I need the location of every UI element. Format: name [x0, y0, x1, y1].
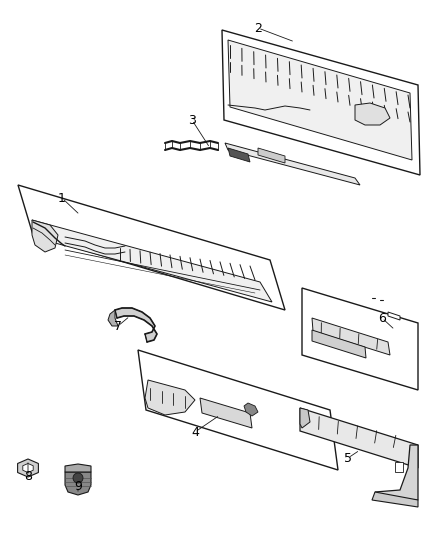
Text: 7: 7 [114, 319, 122, 333]
Polygon shape [23, 464, 33, 472]
Polygon shape [108, 310, 118, 326]
Circle shape [73, 473, 83, 483]
Text: 9: 9 [74, 481, 82, 494]
Polygon shape [375, 445, 418, 500]
Polygon shape [228, 148, 250, 162]
Polygon shape [312, 318, 390, 355]
Text: 4: 4 [191, 425, 199, 439]
Polygon shape [228, 40, 412, 160]
Polygon shape [312, 330, 366, 358]
Polygon shape [258, 148, 285, 163]
Polygon shape [18, 459, 39, 477]
Polygon shape [18, 185, 285, 310]
Polygon shape [115, 308, 157, 342]
Text: 3: 3 [188, 114, 196, 126]
Polygon shape [65, 472, 91, 495]
Polygon shape [138, 350, 338, 470]
Polygon shape [372, 492, 418, 507]
Text: 1: 1 [58, 191, 66, 205]
Text: 5: 5 [344, 451, 352, 464]
Polygon shape [302, 288, 418, 390]
Polygon shape [225, 143, 360, 185]
Polygon shape [222, 30, 420, 175]
Polygon shape [395, 462, 403, 472]
Polygon shape [388, 312, 400, 320]
Polygon shape [145, 380, 195, 415]
Polygon shape [300, 408, 418, 468]
Polygon shape [300, 408, 310, 428]
Text: 8: 8 [24, 470, 32, 482]
Text: 6: 6 [378, 311, 386, 325]
Polygon shape [355, 103, 390, 125]
Polygon shape [32, 220, 58, 252]
Polygon shape [65, 464, 91, 472]
Polygon shape [200, 398, 252, 428]
Polygon shape [244, 403, 258, 416]
Text: 2: 2 [254, 21, 262, 35]
Polygon shape [32, 220, 272, 302]
